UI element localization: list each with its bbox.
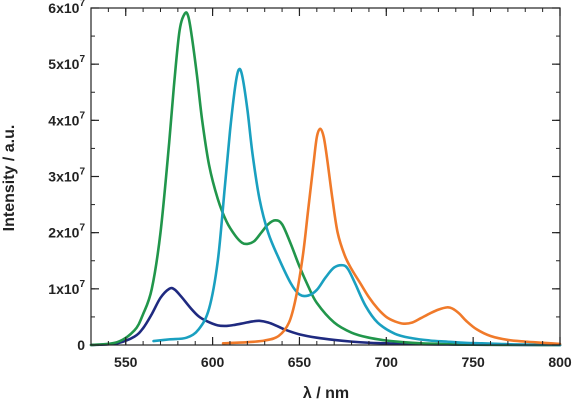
x-axis-title: λ / nm — [303, 385, 349, 402]
x-tick-label: 700 — [375, 354, 399, 370]
y-tick-label: 5x107 — [48, 54, 85, 72]
series-line-4 — [221, 127, 562, 346]
y-tick-label: 0 — [77, 337, 85, 353]
x-tick-label: 800 — [548, 354, 572, 370]
x-tick-label: 600 — [201, 354, 225, 370]
series-line-3 — [152, 67, 562, 347]
x-tick-label: 550 — [114, 354, 138, 370]
y-axis-title: Intensity / a.u. — [1, 125, 18, 232]
y-tick-label: 6x107 — [48, 0, 85, 16]
y-tick-label: 2x107 — [48, 223, 85, 241]
y-tick-label: 1x107 — [48, 279, 85, 297]
x-tick-label: 750 — [461, 354, 485, 370]
y-tick-label: 4x107 — [48, 110, 85, 128]
x-tick-label: 650 — [288, 354, 312, 370]
y-tick-label: 3x107 — [48, 167, 85, 185]
